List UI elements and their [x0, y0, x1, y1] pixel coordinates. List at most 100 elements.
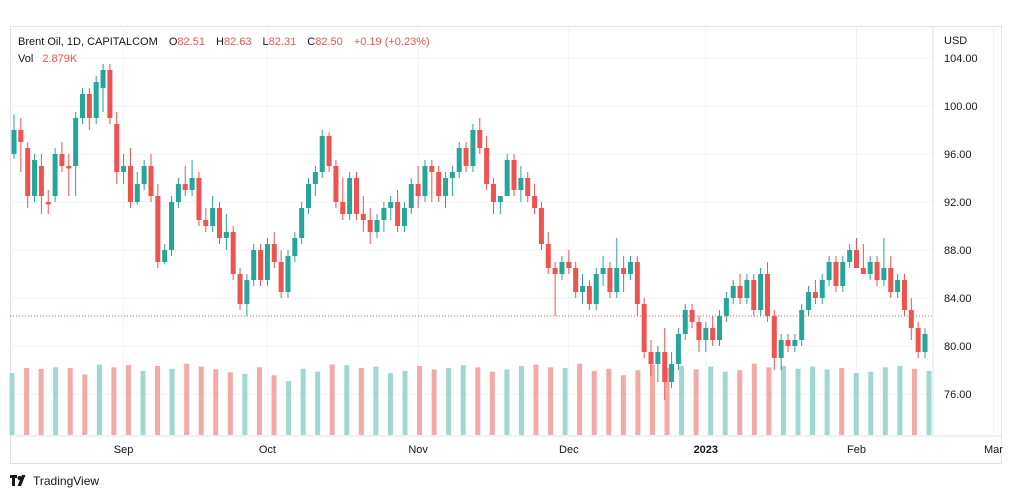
candle-body [532, 196, 538, 208]
candle [751, 274, 757, 316]
candle [292, 232, 298, 262]
candle-body [867, 262, 873, 274]
candle-body [230, 232, 236, 274]
volume-bar [620, 375, 626, 435]
candle [874, 256, 880, 286]
volume-bar [853, 373, 859, 435]
candle [107, 64, 113, 124]
volume-bar [373, 366, 379, 435]
candle-body [915, 328, 921, 352]
legend-symbol[interactable]: Brent Oil, 1D, CAPITALCOM [18, 36, 158, 48]
candle [251, 244, 257, 286]
legend-open-value: 82.51 [177, 36, 205, 48]
candle-body [18, 130, 24, 142]
volume-bar [911, 368, 917, 435]
legend-volume: Vol 2.879K [18, 53, 77, 65]
candle-body [758, 274, 764, 310]
candle-body [812, 292, 818, 298]
candle [470, 124, 476, 172]
time-tick-label: Nov [408, 444, 428, 456]
candle-body [271, 244, 277, 262]
candle [689, 304, 695, 328]
candle-body [148, 166, 154, 196]
candle-body [840, 262, 846, 286]
candle [573, 262, 579, 298]
candle-body [792, 340, 798, 346]
candle-body [552, 268, 558, 274]
volume-bar [53, 367, 59, 435]
candle [347, 172, 353, 220]
candle-body [655, 352, 661, 364]
candle-body [381, 208, 387, 220]
candle-body [477, 130, 483, 148]
candle-body [155, 196, 161, 262]
tradingview-logo-icon [10, 475, 26, 486]
volume-bar [184, 363, 190, 435]
volume-bar [824, 369, 830, 435]
candle-body [333, 166, 339, 202]
candle-body [449, 172, 455, 178]
candle-body [353, 178, 359, 214]
legend-ohlc: Brent Oil, 1D, CAPITALCOM O82.51 H82.63 … [18, 36, 430, 48]
candle-body [470, 130, 476, 166]
candle [134, 172, 140, 205]
legend-close-label: C [307, 36, 316, 48]
volume-bar [417, 365, 423, 435]
candle [45, 190, 51, 214]
candle [504, 154, 510, 196]
candle-body [141, 166, 147, 184]
candle-body [258, 250, 264, 280]
time-axis[interactable]: Sep Oct Nov Dec 2023 Feb Mar [114, 444, 1003, 456]
candle [237, 268, 243, 310]
candle [114, 112, 120, 184]
candle-body [854, 250, 860, 268]
candle [518, 166, 524, 202]
tradingview-branding[interactable]: TradingView [10, 472, 99, 490]
volume-bar [67, 368, 73, 435]
candle [271, 232, 277, 268]
candle [449, 166, 455, 196]
candle [244, 274, 250, 316]
candle [79, 88, 85, 124]
candle [854, 238, 860, 268]
candle-body [59, 154, 65, 166]
candle [360, 196, 366, 232]
candle-body [52, 154, 58, 196]
volume-bar [256, 367, 262, 435]
candle-body [559, 262, 565, 274]
candle [799, 304, 805, 346]
candle [196, 172, 202, 226]
candle [258, 244, 264, 286]
candle [155, 184, 161, 268]
candle [52, 148, 58, 202]
candle-body [196, 178, 202, 220]
candle [600, 256, 606, 286]
legend-low-label: L [262, 36, 269, 48]
volume-bar [286, 381, 292, 435]
candle [717, 310, 723, 346]
candle [792, 334, 798, 352]
candle-body [38, 166, 44, 196]
volume-bar [504, 369, 510, 435]
candle-body [429, 166, 435, 172]
volume-bar [242, 373, 248, 435]
candle-body [881, 268, 887, 280]
time-tick-label: Mar [984, 444, 1003, 456]
legend-volume-label[interactable]: Vol [18, 53, 34, 65]
candle-body [203, 220, 209, 226]
candle-body [511, 160, 517, 190]
volume-bar [431, 369, 437, 435]
candle-body [484, 148, 490, 184]
candle-body [689, 310, 695, 322]
candle-body [292, 238, 298, 256]
candle-body [360, 214, 366, 220]
volume-bar [693, 369, 699, 435]
price-axis[interactable]: 104.00 100.00 96.00 92.00 88.00 84.00 80.00 76.… [944, 53, 978, 401]
volume-bar [155, 365, 161, 435]
candles [11, 64, 928, 400]
candle-body [244, 280, 250, 304]
candle-body [340, 202, 346, 214]
candle [11, 114, 17, 159]
candle-body [367, 220, 373, 232]
